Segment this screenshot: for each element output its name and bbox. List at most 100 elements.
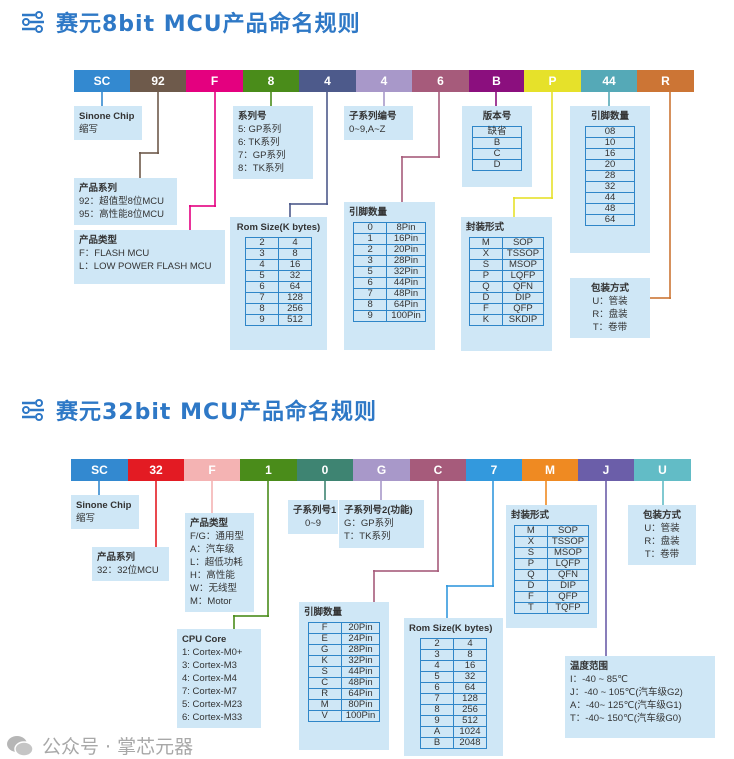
table-cell: 32 [453,671,487,683]
definition-box: 版本号 缺省 B C D [462,106,532,187]
box-line: 6: TK系列 [238,137,280,148]
box-line: 1: Cortex-M0+ [182,647,243,658]
box-line: 缩写 [76,513,96,524]
table-row: 4 16 [420,660,487,672]
connector-line [373,570,375,603]
table-row: 9 512 [245,314,312,326]
table-row: M 80Pin [307,699,381,711]
table-cell: 100Pin [340,710,381,722]
table-cell: 8 [453,649,487,661]
table-cell: 5 [245,270,279,282]
connector-line [139,152,141,179]
connector-line [326,91,328,205]
table-cell: TQFP [546,602,590,614]
table-cell: F [468,303,503,315]
code-segment: SC [74,70,130,92]
box-line: 7：GP系列 [238,150,286,161]
connector-line [662,480,664,506]
table-cell: 16 [278,259,312,271]
table-cell: Q [468,281,503,293]
table-cell: C [472,148,522,160]
table-cell: 64Pin [386,299,426,311]
code-segment: M [522,459,578,481]
table-row: 5 32 [420,671,487,683]
table-row: B 2048 [420,737,487,749]
box-title: 引脚数量 [590,111,629,122]
connector-line [233,615,269,617]
table-cell: MSOP [501,259,545,271]
box-line: 0~9,A~Z [349,124,386,135]
table-row: F 20Pin [307,622,381,634]
table-cell: MSOP [546,547,590,559]
box-line: L：LOW POWER FLASH MCU [79,261,212,272]
table-row: 缺省 [472,126,522,138]
box-line: 缩写 [79,124,99,135]
connector-line [545,480,547,506]
table-cell: M [307,699,342,711]
table-row: D DIP [513,580,590,592]
table-cell: QFN [501,281,545,293]
code-segment: 7 [466,459,522,481]
table-cell: 48Pin [340,677,381,689]
table-cell: 4 [245,259,279,271]
box-line: W：无线型 [190,583,237,594]
table-row: 5 32Pin [353,266,426,278]
table-row: 32 [585,181,635,193]
table-row: 7 128 [420,693,487,705]
box-line: H：高性能 [190,570,235,581]
definition-box: Rom Size(K bytes) 2 4 3 8 4 16 5 32 6 64 7 128 8 256 9 5… [230,217,327,350]
code-segment: R [637,70,694,92]
table-cell: E [307,633,342,645]
table-row: 6 64 [420,682,487,694]
connector-line [211,480,213,514]
table-row: V 100Pin [307,710,381,722]
table-row: 1 16Pin [353,233,426,245]
box-title: CPU Core [182,634,227,645]
table-cell: 32Pin [386,266,426,278]
table-cell: 6 [245,281,279,293]
code-table: 08 10 16 20 28 32 44 48 64 [585,126,635,226]
table-row: 9 512 [420,715,487,727]
box-title: Sinone Chip [79,111,135,122]
box-line: A：-40~ 125℃(汽车级G1) [570,700,682,711]
table-row: 8 64Pin [353,299,426,311]
table-cell: S [468,259,503,271]
connector-line [270,91,272,107]
table-cell: 8Pin [386,222,426,234]
connector-line [608,91,610,107]
table-cell: 8 [420,704,454,716]
table-cell: TSSOP [546,536,590,548]
table-cell: 10 [585,137,635,149]
table-row: C 48Pin [307,677,381,689]
table-cell: 6 [420,682,454,694]
table-cell: 100Pin [386,310,426,322]
box-title: 包装方式 [590,283,629,294]
table-cell: 44Pin [386,277,426,289]
table-cell: 5 [353,266,388,278]
table-row: Q QFN [513,569,590,581]
table-row: R 64Pin [307,688,381,700]
connector-line [214,91,216,207]
box-line: U：管装 [644,523,680,534]
connector-line [157,91,159,154]
table-cell: Q [513,569,548,581]
table-cell: 2 [245,237,279,249]
table-cell: 2048 [453,737,487,749]
definition-box: 产品类型 F：FLASH MCU L：LOW POWER FLASH MCU [74,230,225,284]
table-cell: B [472,137,522,149]
table-cell: X [468,248,503,260]
table-row: 7 128 [245,292,312,304]
connector-line [101,91,103,107]
table-row: 48 [585,203,635,215]
table-row: 9 100Pin [353,310,426,322]
table-cell: 512 [453,715,487,727]
definition-box: Sinone Chip 缩写 [71,495,139,529]
code-table: 2 4 3 8 4 16 5 32 6 64 7 128 8 256 9 512 A 1024 B 2048 [420,638,487,749]
box-line: 92：超值型8位MCU [79,196,164,207]
box-line: R：盘装 [644,536,680,547]
definition-box: 引脚数量 F 20Pin E 24Pin G 28Pin K 32Pin S 44Pin C 48Pin… [299,602,389,750]
table-row: 64 [585,214,635,226]
box-line: T：TK系列 [344,531,391,542]
table-cell: S [513,547,548,559]
